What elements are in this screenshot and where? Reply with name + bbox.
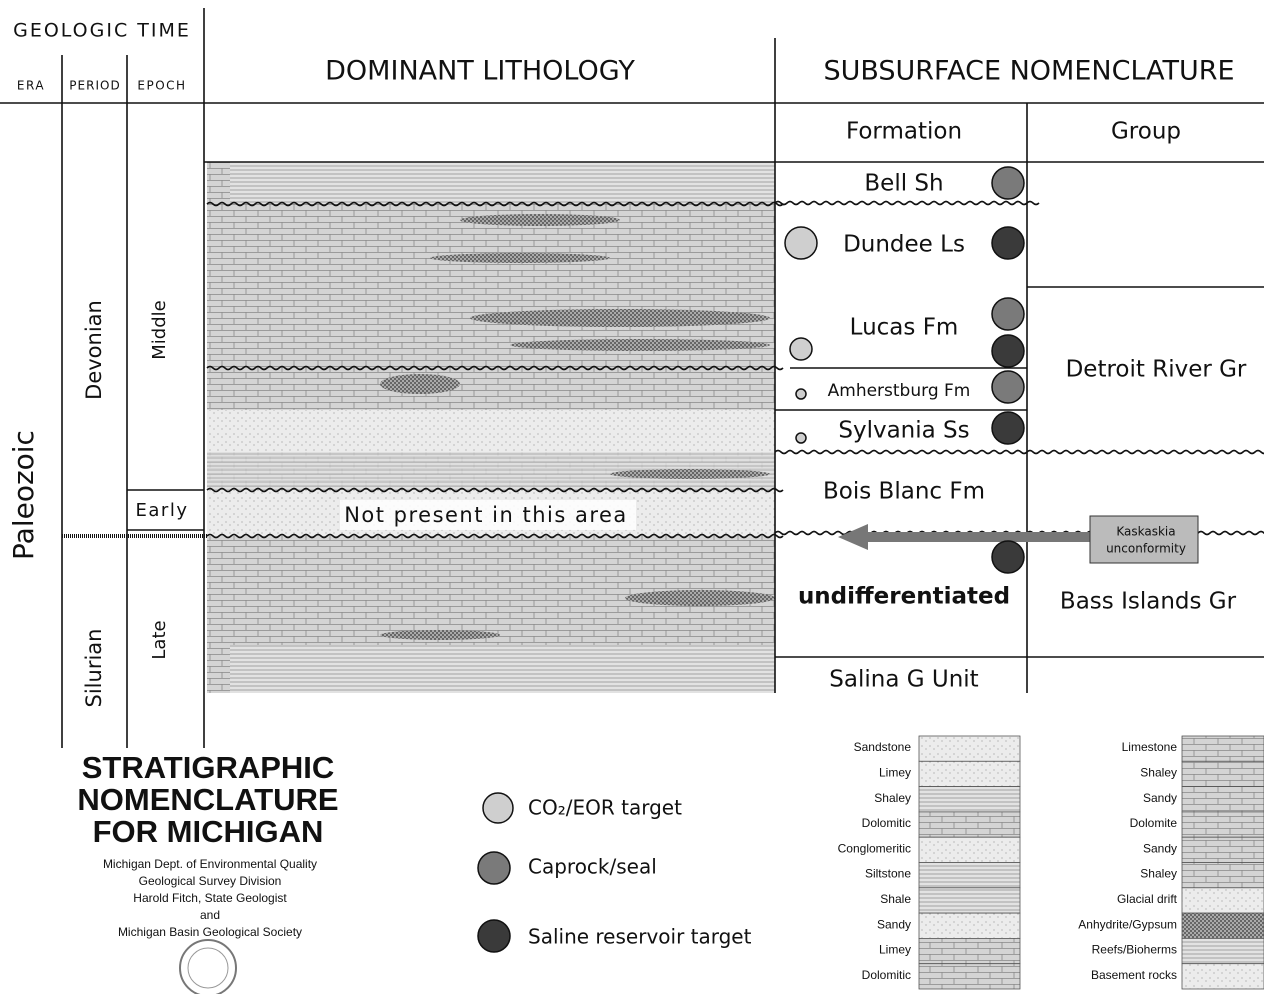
legend-label: Conglomeritic xyxy=(838,841,911,855)
title-line: STRATIGRAPHIC xyxy=(82,750,335,785)
subsurface-header: SUBSURFACE NOMENCLATURE xyxy=(823,56,1234,87)
credit-line: Geological Survey Division xyxy=(139,874,282,888)
marker xyxy=(477,919,511,953)
legend-swatch xyxy=(1181,963,1264,990)
period-label: Silurian xyxy=(82,629,106,708)
legend-swatch xyxy=(918,760,1021,787)
formation-header: Formation xyxy=(846,119,962,145)
formation-label: Dundee Ls xyxy=(843,232,965,258)
marker xyxy=(795,432,807,444)
legend-label: Sandy xyxy=(1143,841,1177,855)
frame-lines xyxy=(0,8,1264,994)
marker xyxy=(477,851,511,885)
formation-label: Salina G Unit xyxy=(829,667,978,693)
target-legend-label: Saline reservoir target xyxy=(528,925,752,949)
epoch-label: Late xyxy=(149,620,170,659)
epoch-label: Middle xyxy=(149,300,170,359)
legend-swatch xyxy=(1181,786,1264,813)
marker xyxy=(991,411,1025,445)
epoch-header: EPOCH xyxy=(137,79,186,93)
legend-swatch xyxy=(1181,760,1264,787)
legend-swatch xyxy=(1181,938,1264,965)
formation-label: Amherstburg Fm xyxy=(828,381,971,401)
lithology-column xyxy=(207,162,775,693)
legend-swatch xyxy=(1181,862,1264,889)
legend-swatch xyxy=(1181,887,1264,914)
geologic-time: GEOLOGIC TIME xyxy=(13,20,191,42)
legend-label: Reefs/Bioherms xyxy=(1092,943,1177,957)
legend-label: Anhydrite/Gypsum xyxy=(1078,917,1177,931)
marker xyxy=(991,297,1025,331)
period-label: Devonian xyxy=(82,300,106,400)
era-header: ERA xyxy=(17,79,45,93)
era-label: Paleozoic xyxy=(7,430,40,560)
annotation: Not present in this area xyxy=(344,503,628,527)
legend-swatch xyxy=(1181,811,1264,838)
legend-swatch xyxy=(1181,836,1264,863)
legend-label: Sandy xyxy=(877,917,911,931)
unconformity-label: Kaskaskia xyxy=(1116,525,1175,539)
legend-swatch xyxy=(1181,912,1264,939)
marker xyxy=(991,166,1025,200)
target-legend-label: CO₂/EOR target xyxy=(528,796,682,820)
group-label: Detroit River Gr xyxy=(1066,357,1247,383)
legend-swatch xyxy=(918,938,1021,965)
legend-swatch xyxy=(918,963,1021,990)
lithology-header: DOMINANT LITHOLOGY xyxy=(325,56,635,87)
legend-swatch xyxy=(918,735,1021,762)
epoch-label: Early xyxy=(136,500,189,521)
target-markers xyxy=(477,166,1025,953)
formation-label: Bell Sh xyxy=(864,171,943,197)
group-header: Group xyxy=(1111,119,1181,145)
group-label: Bass Islands Gr xyxy=(1060,589,1237,615)
legend-label: Shale xyxy=(880,892,911,906)
legend-swatch xyxy=(918,786,1021,813)
legend-label: Dolomitic xyxy=(862,816,911,830)
marker xyxy=(991,540,1025,574)
formation-label: Lucas Fm xyxy=(850,315,959,341)
credit-line: Michigan Dept. of Environmental Quality xyxy=(103,857,317,871)
legend-label: Shaley xyxy=(874,791,911,805)
legend-label: Basement rocks xyxy=(1091,968,1177,982)
legend-swatch xyxy=(918,862,1021,889)
legend-label: Sandstone xyxy=(854,740,912,754)
marker xyxy=(795,388,807,400)
credit-line: Michigan Basin Geological Society xyxy=(118,925,302,939)
formation-label: Bois Blanc Fm xyxy=(823,479,985,505)
marker xyxy=(784,226,818,260)
marker xyxy=(482,792,514,824)
unconformity-label: unconformity xyxy=(1106,542,1186,556)
legend-label: Sandy xyxy=(1143,791,1177,805)
legend-label: Shaley xyxy=(1140,867,1177,881)
period-header: PERIOD xyxy=(69,79,120,93)
marker xyxy=(789,337,813,361)
legend-label: Dolomitic xyxy=(862,968,911,982)
credit-line: Harold Fitch, State Geologist xyxy=(133,891,287,905)
target-legend-label: Caprock/seal xyxy=(528,855,657,879)
marker xyxy=(991,370,1025,404)
legend-swatch xyxy=(918,836,1021,863)
formation-label: Sylvania Ss xyxy=(838,418,969,444)
legend-label: Dolomite xyxy=(1130,816,1178,830)
legend-label: Glacial drift xyxy=(1117,892,1178,906)
legend-swatch xyxy=(918,912,1021,939)
legend-label: Limestone xyxy=(1122,740,1178,754)
legend-label: Shaley xyxy=(1140,765,1177,779)
marker xyxy=(991,226,1025,260)
legend-label: Siltstone xyxy=(865,867,911,881)
marker xyxy=(991,334,1025,368)
title-line: FOR MICHIGAN xyxy=(93,814,324,849)
formation-label: undifferentiated xyxy=(798,584,1010,610)
legend-swatch xyxy=(918,811,1021,838)
legend-label: Limey xyxy=(879,943,911,957)
legend-swatch xyxy=(918,887,1021,914)
title-line: NOMENCLATURE xyxy=(77,782,338,817)
legend-swatch xyxy=(1181,735,1264,762)
credit-line: and xyxy=(200,908,220,922)
legend-label: Limey xyxy=(879,765,911,779)
